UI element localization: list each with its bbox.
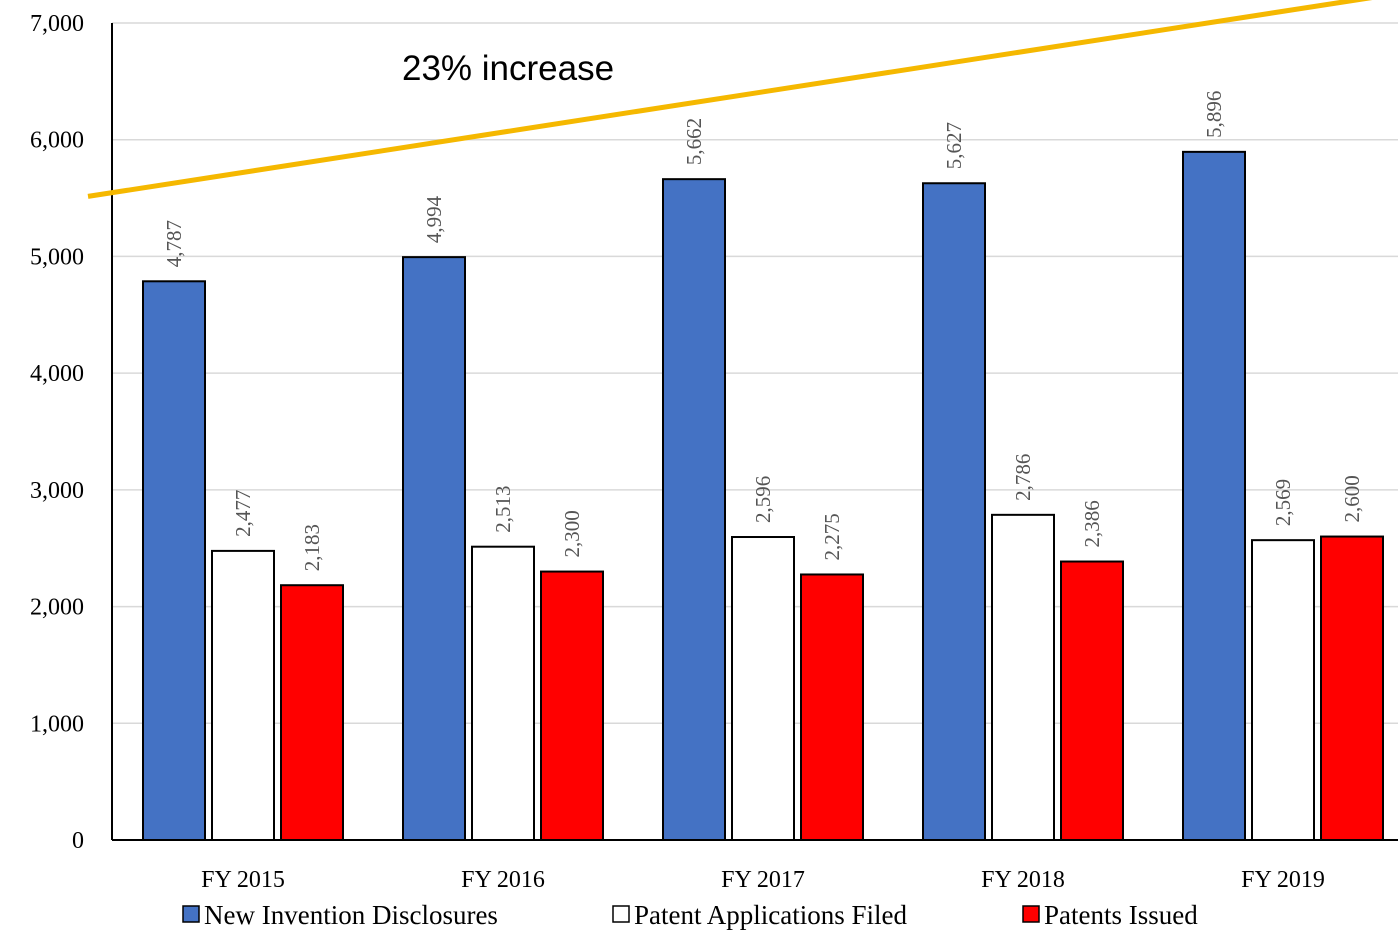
trend-line [87, 0, 1373, 199]
bar [211, 549, 275, 842]
bar [662, 178, 726, 842]
bar [1251, 539, 1315, 841]
y-tick-label: 6,000 [30, 128, 84, 154]
category-label: FY 2016 [461, 867, 545, 893]
bar [1182, 150, 1246, 841]
data-label: 4,994 [422, 195, 446, 243]
data-label: 5,662 [682, 118, 706, 165]
bar [1320, 535, 1384, 841]
bar [731, 536, 795, 841]
y-tick-label: 0 [72, 828, 84, 854]
bar [800, 573, 864, 841]
legend-label: Patent Applications Filed [634, 900, 907, 930]
y-tick-label: 5,000 [30, 244, 84, 270]
category-label: FY 2019 [1241, 867, 1325, 893]
bar [991, 513, 1055, 841]
bar [142, 280, 206, 842]
data-label: 5,627 [942, 122, 966, 169]
bar [402, 256, 466, 841]
axes [111, 23, 1398, 841]
category-label: FY 2018 [981, 867, 1065, 893]
data-label: 2,183 [300, 524, 324, 571]
data-label: 2,300 [560, 510, 584, 557]
data-label: 2,275 [820, 513, 844, 560]
data-label: 2,386 [1080, 500, 1104, 547]
data-label: 2,600 [1340, 475, 1364, 522]
data-label: 2,477 [231, 490, 255, 537]
data-label: 4,787 [162, 220, 186, 267]
legend-swatch [1022, 905, 1040, 923]
data-label: 2,513 [491, 485, 515, 532]
y-tick-label: 4,000 [30, 361, 84, 387]
y-tick-label: 2,000 [30, 595, 84, 621]
data-labels: 4,787 2,477 2,183 4,994 2,513 2,300 5,662 2,596… [162, 91, 1364, 572]
y-tick-label: 3,000 [30, 478, 84, 504]
category-label: FY 2015 [201, 867, 285, 893]
bar [540, 570, 604, 841]
legend: New Invention Disclosures Patent Applicat… [182, 900, 1198, 930]
y-axis-tick-labels: 0 1,000 2,000 3,000 4,000 5,000 6,000 7,000 [30, 11, 84, 854]
data-label: 5,896 [1202, 91, 1226, 138]
category-label: FY 2017 [721, 867, 805, 893]
data-label: 2,596 [751, 476, 775, 523]
y-tick-label: 7,000 [30, 11, 84, 37]
legend-swatch [182, 905, 200, 923]
data-label: 2,786 [1011, 454, 1035, 501]
x-axis-category-labels: FY 2015 FY 2016 FY 2017 FY 2018 FY 2019 [201, 867, 1325, 893]
legend-label: New Invention Disclosures [204, 900, 498, 930]
y-tick-label: 1,000 [30, 711, 84, 737]
legend-label: Patents Issued [1044, 900, 1198, 930]
trend-annotation: 23% increase [87, 0, 1373, 199]
bar [1060, 560, 1124, 841]
annotation-label: 23% increase [402, 49, 614, 88]
bars [142, 150, 1384, 842]
bar [280, 584, 344, 841]
data-label: 2,569 [1271, 479, 1295, 526]
legend-swatch [612, 905, 630, 923]
bar [471, 545, 535, 842]
bar [922, 182, 986, 841]
